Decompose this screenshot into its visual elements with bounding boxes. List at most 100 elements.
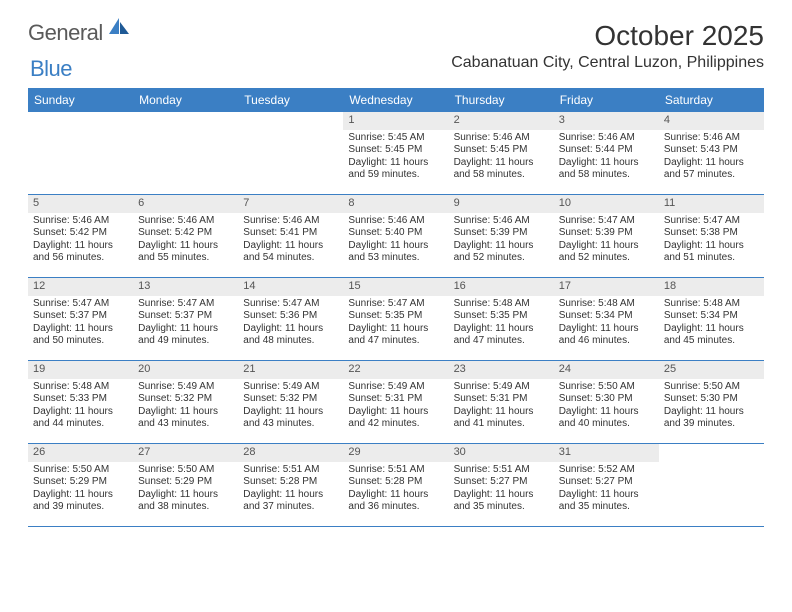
week-row: 12Sunrise: 5:47 AMSunset: 5:37 PMDayligh… (28, 278, 764, 361)
day-number: 27 (133, 444, 238, 462)
day-number: 10 (554, 195, 659, 213)
sunrise-line: Sunrise: 5:48 AM (33, 381, 128, 394)
sunset-line: Sunset: 5:27 PM (454, 476, 549, 489)
week-row: 5Sunrise: 5:46 AMSunset: 5:42 PMDaylight… (28, 195, 764, 278)
day-number: 14 (238, 278, 343, 296)
daylight-line: Daylight: 11 hours and 52 minutes. (559, 240, 654, 265)
calendar-grid: SundayMondayTuesdayWednesdayThursdayFrid… (28, 88, 764, 527)
sunrise-line: Sunrise: 5:47 AM (138, 298, 233, 311)
month-title: October 2025 (451, 20, 764, 52)
day-body: Sunrise: 5:49 AMSunset: 5:32 PMDaylight:… (238, 381, 343, 435)
sunrise-line: Sunrise: 5:45 AM (348, 132, 443, 145)
day-body: Sunrise: 5:47 AMSunset: 5:37 PMDaylight:… (28, 298, 133, 352)
sunrise-line: Sunrise: 5:46 AM (559, 132, 654, 145)
sunrise-line: Sunrise: 5:49 AM (348, 381, 443, 394)
day-number: 26 (28, 444, 133, 462)
day-body: Sunrise: 5:51 AMSunset: 5:27 PMDaylight:… (449, 464, 554, 518)
day-number: 9 (449, 195, 554, 213)
sunset-line: Sunset: 5:45 PM (454, 144, 549, 157)
sunset-line: Sunset: 5:32 PM (138, 393, 233, 406)
sunrise-line: Sunrise: 5:46 AM (138, 215, 233, 228)
weekday-header: Tuesday (238, 88, 343, 112)
day-cell (133, 112, 238, 194)
week-row: 1Sunrise: 5:45 AMSunset: 5:45 PMDaylight… (28, 112, 764, 195)
day-cell: 5Sunrise: 5:46 AMSunset: 5:42 PMDaylight… (28, 195, 133, 277)
day-cell: 1Sunrise: 5:45 AMSunset: 5:45 PMDaylight… (343, 112, 448, 194)
sunset-line: Sunset: 5:29 PM (33, 476, 128, 489)
day-number: 5 (28, 195, 133, 213)
sail-icon (109, 16, 131, 42)
calendar-page: General October 2025 Cabanatuan City, Ce… (0, 0, 792, 547)
day-body: Sunrise: 5:50 AMSunset: 5:30 PMDaylight:… (659, 381, 764, 435)
sunset-line: Sunset: 5:32 PM (243, 393, 338, 406)
sunrise-line: Sunrise: 5:50 AM (33, 464, 128, 477)
sunrise-line: Sunrise: 5:46 AM (454, 215, 549, 228)
day-cell: 17Sunrise: 5:48 AMSunset: 5:34 PMDayligh… (554, 278, 659, 360)
daylight-line: Daylight: 11 hours and 51 minutes. (664, 240, 759, 265)
day-body: Sunrise: 5:47 AMSunset: 5:35 PMDaylight:… (343, 298, 448, 352)
sunrise-line: Sunrise: 5:51 AM (454, 464, 549, 477)
day-body: Sunrise: 5:46 AMSunset: 5:39 PMDaylight:… (449, 215, 554, 269)
day-cell (659, 444, 764, 526)
sunrise-line: Sunrise: 5:46 AM (454, 132, 549, 145)
sunset-line: Sunset: 5:45 PM (348, 144, 443, 157)
daylight-line: Daylight: 11 hours and 38 minutes. (138, 489, 233, 514)
sunrise-line: Sunrise: 5:52 AM (559, 464, 654, 477)
day-cell: 11 Sunrise: 5:47 AMSunset: 5:38 PMDayligh… (659, 195, 764, 277)
location-text: Cabanatuan City, Central Luzon, Philippi… (451, 54, 764, 72)
daylight-line: Daylight: 11 hours and 41 minutes. (454, 406, 549, 431)
weekday-header: Saturday (659, 88, 764, 112)
day-body: Sunrise: 5:47 AMSunset: 5:38 PMDaylight:… (659, 215, 764, 269)
day-body: Sunrise: 5:51 AMSunset: 5:28 PMDaylight:… (343, 464, 448, 518)
day-cell: 31Sunrise: 5:52 AMSunset: 5:27 PMDayligh… (554, 444, 659, 526)
daylight-line: Daylight: 11 hours and 54 minutes. (243, 240, 338, 265)
day-cell (28, 112, 133, 194)
brand-text-2: Blue (30, 56, 72, 82)
day-body: Sunrise: 5:49 AMSunset: 5:31 PMDaylight:… (343, 381, 448, 435)
day-number: 17 (554, 278, 659, 296)
sunset-line: Sunset: 5:39 PM (454, 227, 549, 240)
day-number: 29 (343, 444, 448, 462)
sunrise-line: Sunrise: 5:46 AM (348, 215, 443, 228)
day-number: 24 (554, 361, 659, 379)
day-cell: 20Sunrise: 5:49 AMSunset: 5:32 PMDayligh… (133, 361, 238, 443)
daylight-line: Daylight: 11 hours and 43 minutes. (243, 406, 338, 431)
sunset-line: Sunset: 5:30 PM (664, 393, 759, 406)
day-body: Sunrise: 5:50 AMSunset: 5:30 PMDaylight:… (554, 381, 659, 435)
weekday-header: Friday (554, 88, 659, 112)
day-body: Sunrise: 5:50 AMSunset: 5:29 PMDaylight:… (133, 464, 238, 518)
day-cell: 24 Sunrise: 5:50 AMSunset: 5:30 PMDayligh… (554, 361, 659, 443)
day-cell: 9 Sunrise: 5:46 AMSunset: 5:39 PMDaylight… (449, 195, 554, 277)
day-number: 11 (659, 195, 764, 213)
day-cell: 12Sunrise: 5:47 AMSunset: 5:37 PMDayligh… (28, 278, 133, 360)
day-cell: 19Sunrise: 5:48 AMSunset: 5:33 PMDayligh… (28, 361, 133, 443)
day-number: 30 (449, 444, 554, 462)
day-cell (238, 112, 343, 194)
sunset-line: Sunset: 5:31 PM (454, 393, 549, 406)
day-body: Sunrise: 5:47 AMSunset: 5:36 PMDaylight:… (238, 298, 343, 352)
week-row: 19Sunrise: 5:48 AMSunset: 5:33 PMDayligh… (28, 361, 764, 444)
day-number: 22 (343, 361, 448, 379)
day-cell: 27 Sunrise: 5:50 AMSunset: 5:29 PMDayligh… (133, 444, 238, 526)
daylight-line: Daylight: 11 hours and 50 minutes. (33, 323, 128, 348)
day-body: Sunrise: 5:52 AMSunset: 5:27 PMDaylight:… (554, 464, 659, 518)
daylight-line: Daylight: 11 hours and 43 minutes. (138, 406, 233, 431)
daylight-line: Daylight: 11 hours and 53 minutes. (348, 240, 443, 265)
day-body: Sunrise: 5:48 AMSunset: 5:34 PMDaylight:… (659, 298, 764, 352)
day-cell: 3Sunrise: 5:46 AMSunset: 5:44 PMDaylight… (554, 112, 659, 194)
sunset-line: Sunset: 5:28 PM (348, 476, 443, 489)
sunrise-line: Sunrise: 5:51 AM (243, 464, 338, 477)
day-body: Sunrise: 5:47 AMSunset: 5:39 PMDaylight:… (554, 215, 659, 269)
sunrise-line: Sunrise: 5:50 AM (664, 381, 759, 394)
daylight-line: Daylight: 11 hours and 55 minutes. (138, 240, 233, 265)
daylight-line: Daylight: 11 hours and 47 minutes. (348, 323, 443, 348)
daylight-line: Daylight: 11 hours and 58 minutes. (454, 157, 549, 182)
sunrise-line: Sunrise: 5:46 AM (243, 215, 338, 228)
sunset-line: Sunset: 5:43 PM (664, 144, 759, 157)
day-cell: 28Sunrise: 5:51 AMSunset: 5:28 PMDayligh… (238, 444, 343, 526)
day-body: Sunrise: 5:48 AMSunset: 5:35 PMDaylight:… (449, 298, 554, 352)
day-cell: 14 Sunrise: 5:47 AMSunset: 5:36 PMDayligh… (238, 278, 343, 360)
daylight-line: Daylight: 11 hours and 49 minutes. (138, 323, 233, 348)
day-body: Sunrise: 5:46 AMSunset: 5:43 PMDaylight:… (659, 132, 764, 186)
day-number: 19 (28, 361, 133, 379)
